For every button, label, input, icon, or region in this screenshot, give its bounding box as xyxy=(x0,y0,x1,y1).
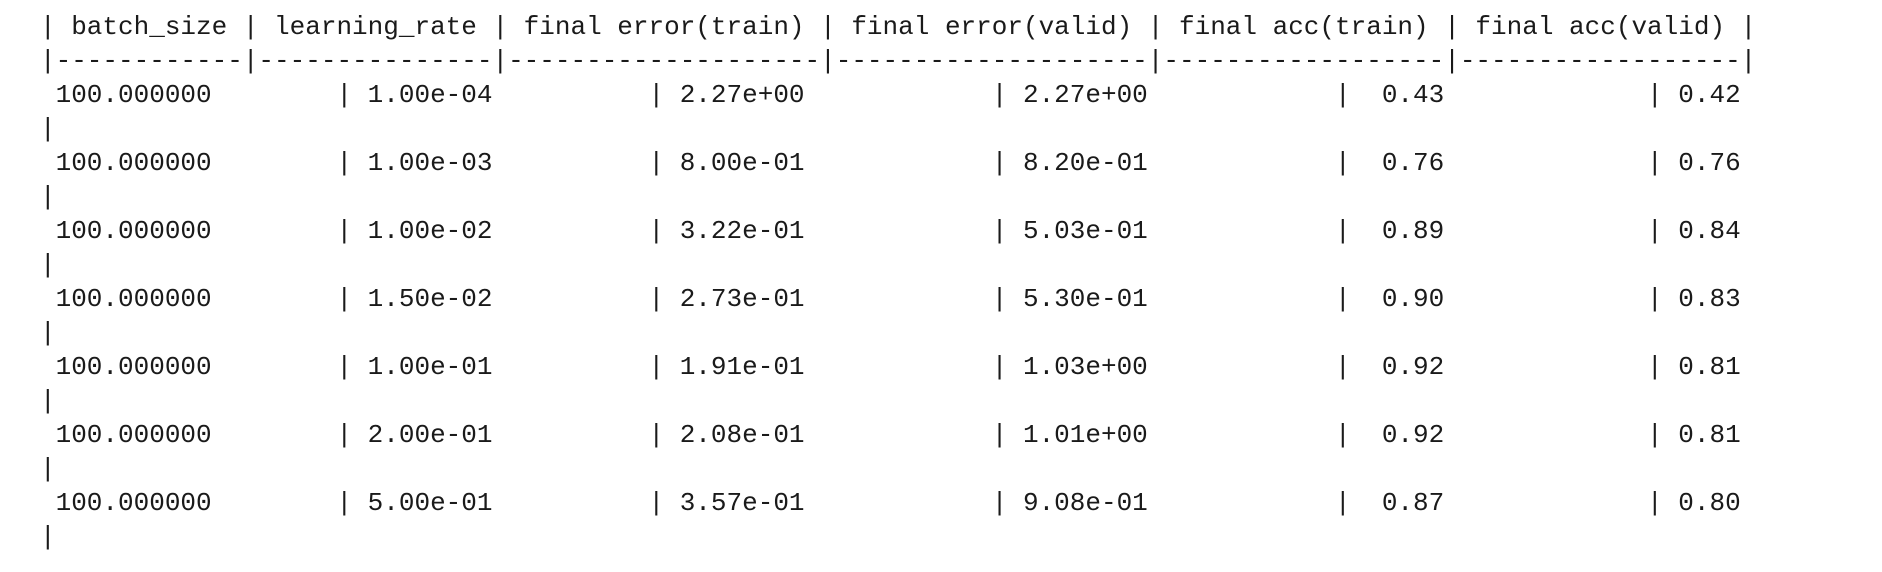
table-header-line: | batch_size | learning_rate | final err… xyxy=(40,12,1757,42)
row-terminator: | xyxy=(40,522,56,552)
row-terminator: | xyxy=(40,114,56,144)
table-row: 100.000000 | 1.50e-02 | 2.73e-01 | 5.30e… xyxy=(40,284,1741,314)
table-row: 100.000000 | 1.00e-01 | 1.91e-01 | 1.03e… xyxy=(40,352,1741,382)
results-table-text: | batch_size | learning_rate | final err… xyxy=(40,10,1756,554)
row-terminator: | xyxy=(40,386,56,416)
row-terminator: | xyxy=(40,454,56,484)
row-terminator: | xyxy=(40,182,56,212)
table-row: 100.000000 | 1.00e-04 | 2.27e+00 | 2.27e… xyxy=(40,80,1741,110)
row-terminator: | xyxy=(40,318,56,348)
row-terminator: | xyxy=(40,250,56,280)
table-separator-line: |------------|---------------|----------… xyxy=(40,46,1757,76)
table-row: 100.000000 | 5.00e-01 | 3.57e-01 | 9.08e… xyxy=(40,488,1741,518)
table-row: 100.000000 | 2.00e-01 | 2.08e-01 | 1.01e… xyxy=(40,420,1741,450)
table-row: 100.000000 | 1.00e-02 | 3.22e-01 | 5.03e… xyxy=(40,216,1741,246)
table-row: 100.000000 | 1.00e-03 | 8.00e-01 | 8.20e… xyxy=(40,148,1741,178)
